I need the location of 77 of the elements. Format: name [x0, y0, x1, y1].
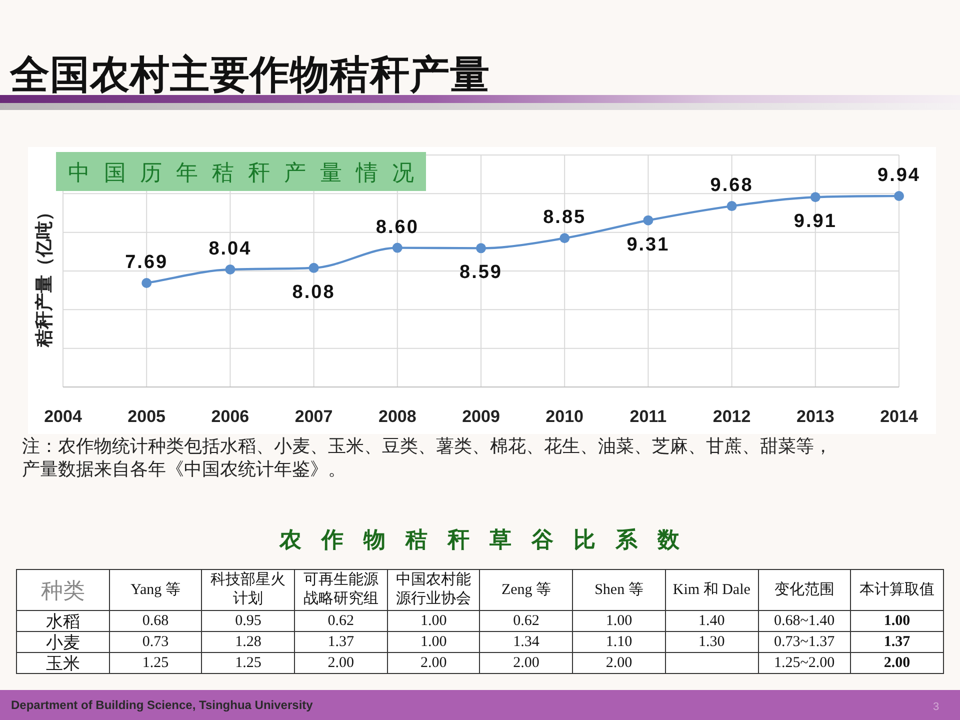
category-label: 科技部星火计划 [210, 571, 287, 609]
text: Department of Building Science, Tsinghua University [11, 698, 314, 712]
x-tick-label: 2011 [630, 407, 667, 426]
chart-title: 全国农村主要作物秸秆产量 [9, 53, 490, 97]
text: 2.00 [328, 654, 354, 670]
category-label: 中国农村能源行业协会 [395, 571, 472, 609]
data-label: 8.08 [292, 282, 336, 303]
text: 0.68 [142, 612, 169, 628]
text: 1.28 [235, 634, 262, 650]
data-label: 8.04 [208, 238, 252, 260]
text: 1.25 [142, 654, 169, 670]
category-label: Zeng 等 [501, 580, 552, 600]
text: 0.95 [235, 612, 262, 628]
category-label: 可再生能源战略研究组 [302, 571, 380, 609]
text: 1.37 [884, 634, 910, 650]
point [726, 201, 737, 212]
point [308, 262, 319, 273]
point [894, 190, 904, 201]
category-label: Yang 等 [130, 580, 180, 600]
y-axis-title: 秸秆产量（亿吨） [34, 203, 54, 348]
text: 2.00 [420, 654, 447, 670]
x-tick-label: 2009 [462, 407, 500, 426]
data-label: 8.59 [460, 262, 502, 284]
text: 1.37 [328, 634, 354, 650]
point [225, 264, 236, 274]
text: 2.00 [606, 654, 632, 670]
text: 0.62 [513, 612, 540, 628]
text: 1.10 [606, 634, 632, 650]
x-tick-label: 2013 [796, 407, 834, 426]
text: 1.25 [235, 654, 262, 670]
text: 农作物秸秆草谷比系数 [278, 526, 700, 554]
data-label: 9.68 [710, 175, 754, 196]
x-tick-label: 2005 [128, 407, 166, 426]
point [810, 192, 820, 202]
point [643, 215, 654, 226]
category-label: 本计算取值 [860, 580, 935, 600]
point [142, 278, 152, 288]
text: 1.00 [884, 612, 910, 628]
data-label: 9.31 [626, 234, 670, 256]
x-tick-label: 2004 [44, 407, 82, 426]
text: 1.40 [698, 612, 725, 628]
data-label: 7.69 [125, 252, 168, 273]
data-label: 8.60 [376, 216, 419, 238]
x-tick-label: 2014 [880, 407, 918, 426]
text: 2.00 [513, 654, 540, 670]
point [476, 243, 486, 254]
category-label: 小麦 [46, 632, 80, 652]
x-tick-label: 2007 [294, 407, 333, 426]
text: 1.00 [420, 612, 447, 628]
text: 1.34 [513, 634, 540, 650]
text: 1.00 [606, 612, 632, 628]
text: 1.00 [420, 634, 447, 650]
x-tick-label: 2006 [211, 407, 250, 426]
text: 0.62 [328, 612, 354, 628]
text: 0.68~1.40 [774, 612, 835, 628]
category-label: 玉米 [46, 654, 80, 672]
text: 1.25~2.00 [774, 654, 835, 670]
data-label: 9.91 [794, 211, 837, 232]
category-label: Shen 等 [594, 580, 644, 600]
point [560, 233, 570, 244]
point [392, 242, 402, 253]
category-label: 水稻 [46, 612, 80, 630]
chart-subtitle: 中国历年秸秆产量情况 [68, 160, 428, 185]
text: 0.73 [142, 634, 169, 650]
x-tick-label: 2008 [378, 407, 416, 426]
category-label: Kim 和 Dale [672, 580, 750, 600]
data-label: 8.85 [543, 207, 586, 228]
text: 种类 [16, 570, 110, 610]
data-label: 9.94 [878, 164, 920, 186]
text: 3 [932, 701, 940, 713]
text: 2.00 [884, 654, 910, 670]
x-tick-label: 2010 [546, 407, 584, 426]
text: 1.30 [698, 634, 725, 650]
text: 0.73~1.37 [774, 634, 835, 650]
text: 注：农作物统计种类包括水稻、小麦、玉米、豆类、薯类、棉花、花生、油菜、芝麻、甘蔗、甜菜等，产量数据来自各年《中国农统计年鉴》。 [22, 435, 833, 481]
x-tick-label: 2012 [712, 407, 751, 426]
category-label: 变化范围 [774, 580, 834, 600]
